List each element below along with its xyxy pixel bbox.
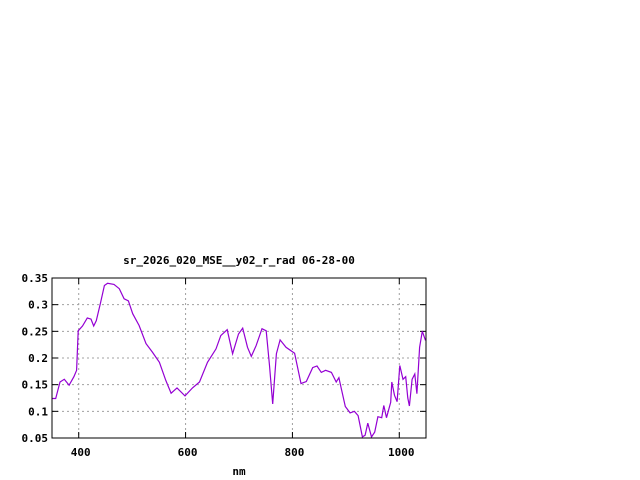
tick-marks xyxy=(52,277,426,439)
x-tick-label: 800 xyxy=(284,446,304,459)
plot-frame xyxy=(51,277,427,439)
y-tick-label: 0.25 xyxy=(22,325,49,338)
y-tick-label: 0.3 xyxy=(28,299,48,312)
tick-labels: 0.05 0.1 0.15 0.2 0.25 0.3 0.35 400 600 800 1000 xyxy=(22,272,415,459)
y-tick-label: 0.35 xyxy=(22,272,49,285)
x-tick-label: 600 xyxy=(178,446,198,459)
y-tick-label: 0.15 xyxy=(22,379,49,392)
series xyxy=(52,282,427,439)
y-tick-label: 0.05 xyxy=(22,432,49,445)
grid xyxy=(52,278,426,438)
x-axis-label: nm xyxy=(232,465,246,478)
y-tick-label: 0.1 xyxy=(28,405,48,418)
series-line xyxy=(52,282,427,439)
x-tick-label: 1000 xyxy=(388,446,415,459)
chart-title: sr_2026_020_MSE__y02_r_rad 06-28-00 xyxy=(123,254,355,267)
x-tick-label: 400 xyxy=(71,446,91,459)
y-tick-label: 0.2 xyxy=(28,352,48,365)
